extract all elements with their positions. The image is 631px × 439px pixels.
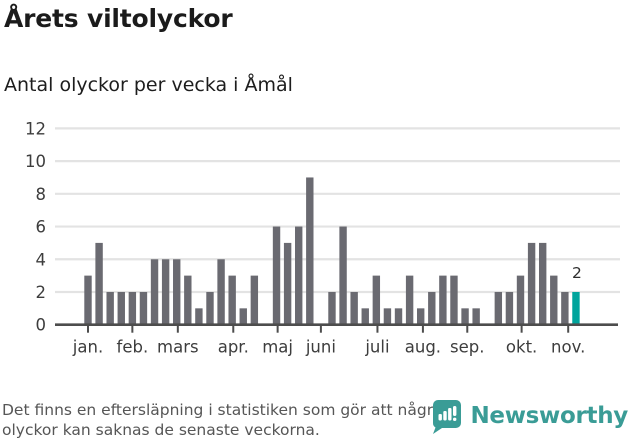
footer-note: Det finns en eftersläpning i statistiken… — [2, 401, 443, 439]
bar — [195, 308, 203, 325]
bar — [428, 291, 436, 325]
bar — [239, 308, 247, 325]
bar — [527, 242, 536, 325]
month-label: maj — [262, 338, 293, 357]
logo-bar-1 — [438, 414, 443, 421]
month-label: apr. — [218, 338, 249, 357]
bar — [283, 242, 292, 325]
bar — [250, 275, 259, 325]
newsworthy-icon — [433, 400, 462, 434]
bar — [494, 291, 503, 325]
logo-bar-2 — [443, 411, 448, 421]
bar — [84, 275, 92, 325]
bar — [417, 308, 425, 325]
month-label: feb. — [117, 338, 149, 357]
bar — [561, 291, 569, 325]
brand-logo: Newsworthy — [430, 398, 628, 434]
month-label: jan. — [72, 338, 103, 357]
bar — [295, 226, 303, 325]
bar — [328, 291, 336, 325]
bar — [461, 308, 469, 325]
month-label: okt. — [506, 338, 537, 357]
bar — [184, 275, 192, 325]
bar — [217, 259, 225, 325]
logo-bar-3 — [448, 408, 452, 421]
bar — [405, 275, 414, 325]
bar — [450, 275, 458, 325]
bar — [206, 291, 214, 325]
last-value-annotation: 2 — [572, 264, 582, 282]
y-axis-label: 4 — [36, 250, 47, 269]
bar — [161, 259, 170, 325]
bar — [516, 275, 525, 325]
month-label: nov. — [551, 338, 585, 357]
bar — [128, 291, 137, 325]
bar — [306, 177, 314, 325]
y-axis-label: 6 — [36, 218, 47, 237]
bar — [173, 259, 181, 325]
month-label: mars — [157, 338, 199, 357]
bar — [339, 226, 347, 325]
bar-highlighted — [572, 291, 580, 325]
bar — [150, 259, 159, 325]
bar — [228, 275, 236, 325]
y-axis-label: 0 — [36, 316, 47, 335]
month-label: juli — [364, 338, 389, 357]
month-label: sep. — [450, 338, 484, 357]
bar — [538, 242, 547, 325]
month-label: aug. — [405, 338, 441, 357]
y-axis-label: 12 — [25, 119, 46, 138]
bar — [272, 226, 281, 325]
bar — [550, 275, 558, 325]
bar-chart: 0 2 4 6 8 10 12 jan. feb. mars apr. maj juni juli aug.… — [25, 119, 620, 357]
bar — [139, 291, 148, 325]
brand-name: Newsworthy — [470, 403, 628, 429]
page-title: Årets viltolyckor — [4, 4, 233, 33]
bar — [383, 308, 392, 325]
y-axis-label: 10 — [25, 152, 46, 171]
month-label: juni — [305, 338, 336, 357]
chart-subtitle: Antal olyckor per vecka i Åmål — [4, 74, 293, 96]
logo-exclamation-dot — [453, 417, 457, 421]
bar — [117, 291, 125, 325]
logo-exclamation-stem — [453, 406, 457, 416]
bar — [106, 291, 114, 325]
bar — [472, 308, 480, 325]
y-axis-label: 8 — [36, 185, 47, 204]
bar — [361, 308, 369, 325]
bar — [372, 275, 381, 325]
bar — [439, 275, 447, 325]
speech-bubble-shape — [433, 400, 462, 434]
bar — [394, 308, 403, 325]
bar — [505, 291, 514, 325]
y-axis-label: 2 — [36, 283, 47, 302]
bar — [350, 291, 358, 325]
bar — [95, 242, 103, 325]
